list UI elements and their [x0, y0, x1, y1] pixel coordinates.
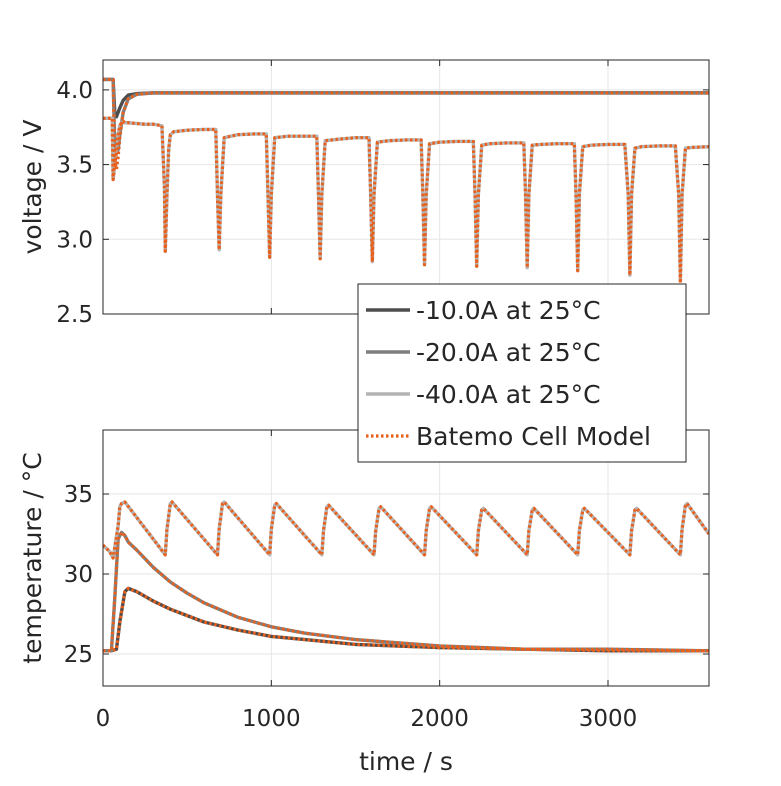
x-tick-label: 0 [96, 706, 111, 732]
series-line [103, 530, 709, 653]
y-tick-label: 30 [64, 562, 93, 588]
legend-label: Batemo Cell Model [416, 422, 651, 451]
series-line [103, 77, 709, 171]
series-line [103, 77, 709, 155]
y-tick-label: 3.0 [56, 227, 93, 253]
series-group [103, 77, 709, 288]
y-tick-label: 4.0 [56, 78, 93, 104]
y-tick-label: 35 [64, 482, 93, 508]
x-tick-label: 2000 [410, 706, 469, 732]
x-tick-label: 1000 [242, 706, 301, 732]
series-line [103, 500, 709, 560]
legend-box [357, 283, 687, 463]
x-tick-label: 3000 [579, 706, 638, 732]
legend-label: -40.0A at 25°C [416, 380, 601, 409]
legend-label: -20.0A at 25°C [416, 338, 601, 367]
y-tick-label: 2.5 [56, 302, 93, 328]
x-axis-label: time / s [359, 747, 453, 776]
temperature-panel: 25 30 35 0 1000 2000 3000 temperature / °C time … [18, 429, 710, 776]
series-group [103, 500, 709, 653]
series-line [103, 116, 709, 288]
voltage-panel: 2.5 3.0 3.5 4.0 voltage / V [18, 59, 710, 328]
legend-label: -10.0A at 25°C [416, 296, 601, 325]
y-tick-label: 3.5 [56, 153, 93, 179]
y-tick-label: 25 [64, 642, 93, 668]
series-line [103, 586, 709, 653]
legend: -10.0A at 25°C -20.0A at 25°C -40.0A at 25… [357, 283, 687, 463]
y-axis-label: voltage / V [18, 120, 47, 255]
y-axis-label: temperature / °C [18, 452, 47, 663]
plot-area [103, 60, 709, 314]
